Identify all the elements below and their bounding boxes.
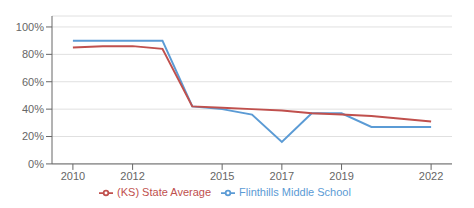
svg-text:80%: 80% xyxy=(22,48,44,60)
svg-text:0%: 0% xyxy=(28,158,44,170)
svg-text:2015: 2015 xyxy=(210,170,234,182)
html-text:(KS) State Average: (KS) State Average xyxy=(117,185,211,198)
svg-text:20%: 20% xyxy=(22,130,44,142)
svg-text:2019: 2019 xyxy=(329,170,353,182)
svg-text:2017: 2017 xyxy=(270,170,294,182)
svg-text:2022: 2022 xyxy=(419,170,443,182)
html-text:Flinthills Middle School: Flinthills Middle School xyxy=(239,185,351,198)
svg-text:40%: 40% xyxy=(22,103,44,115)
svg-text:2010: 2010 xyxy=(61,170,85,182)
svg-text:60%: 60% xyxy=(22,76,44,88)
svg-text:2012: 2012 xyxy=(120,170,144,182)
svg-text:100%: 100% xyxy=(16,21,44,33)
